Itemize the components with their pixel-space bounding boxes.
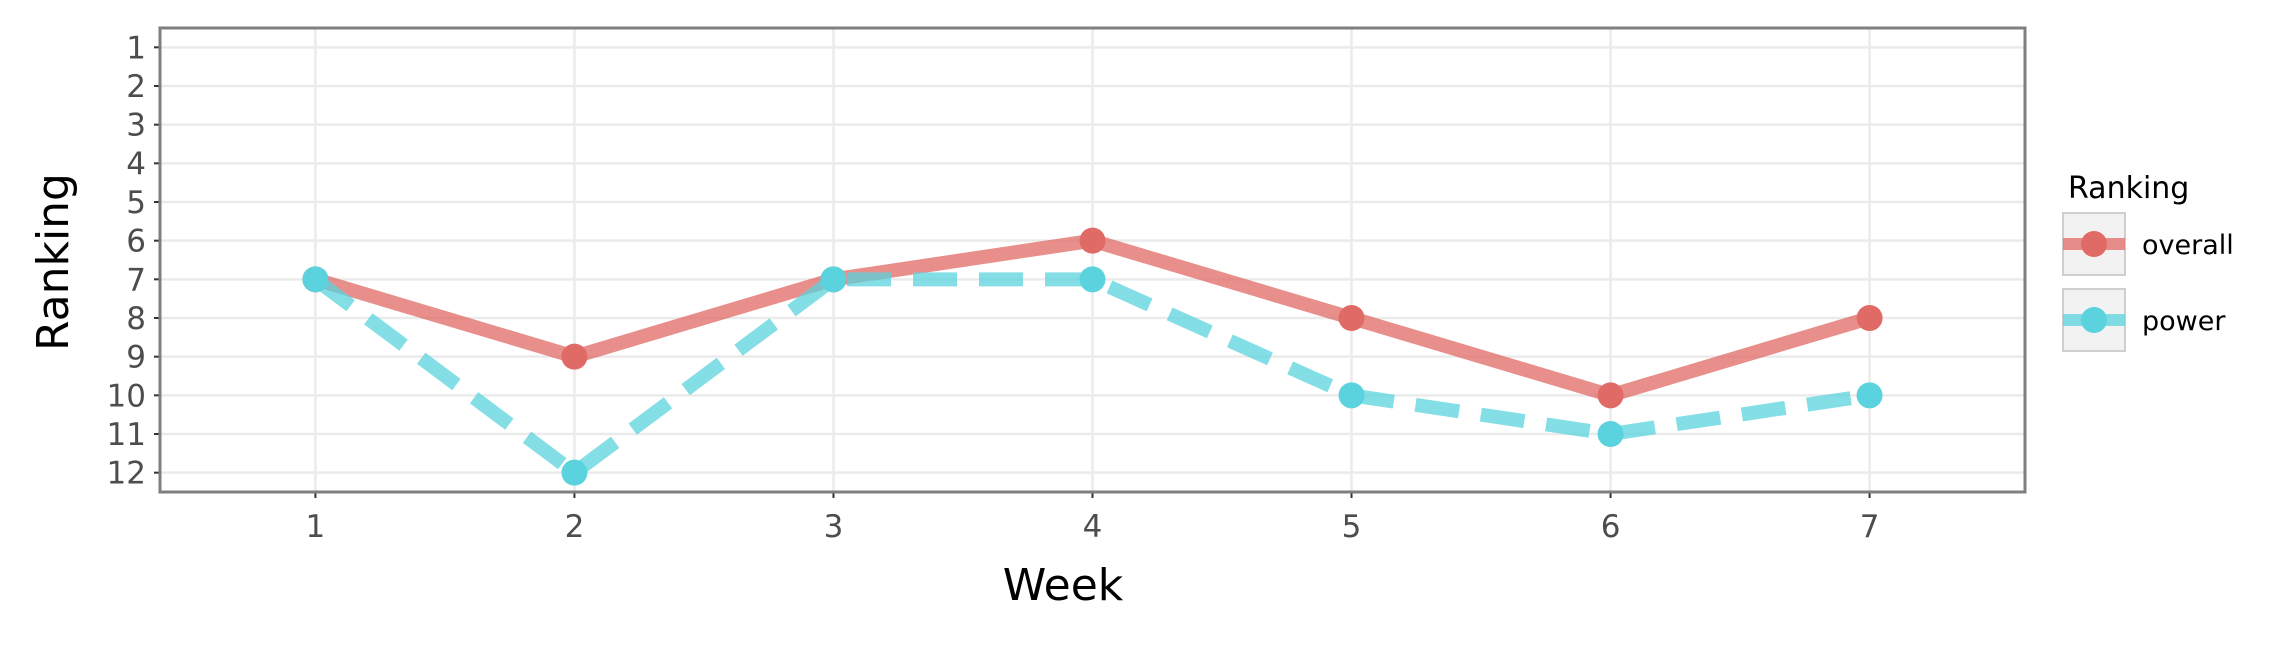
y-tick-label: 9 [126,340,146,376]
y-axis-label: Ranking [28,173,79,351]
y-tick-label: 8 [126,301,146,337]
grid [160,28,2025,492]
y-tick-label: 7 [126,262,146,298]
data-point-overall [1079,227,1106,254]
data-point-power [1338,382,1365,409]
x-tick-label: 3 [824,509,844,545]
x-tick-label: 5 [1342,509,1362,545]
y-tick-label: 5 [126,185,146,221]
data-point-power [1079,266,1106,293]
data-point-power [1597,421,1624,447]
y-tick-label: 10 [107,378,146,414]
x-tick-label: 7 [1860,509,1880,545]
legend-key-marker [2081,307,2107,333]
series-power [302,266,1883,486]
plot-border [158,26,2027,494]
x-tick-label: 6 [1601,509,1621,545]
x-tick-label: 4 [1083,509,1103,545]
legend-key-marker [2081,231,2107,257]
data-point-overall [1338,305,1365,331]
legend: Ranking overall power [2062,171,2234,352]
legend-item-overall: overall [2062,212,2234,276]
legend-item-power: power [2062,288,2226,352]
data-point-power [302,266,329,293]
x-axis-label: Week [1003,560,1124,611]
y-tick-label: 6 [126,224,146,260]
legend-label-power: power [2142,306,2226,337]
x-tick-labels: 1 2 3 4 5 6 7 [306,492,1880,545]
series [302,227,1883,486]
y-tick-label: 12 [107,456,146,492]
data-point-power [561,459,588,486]
data-point-power [820,266,847,293]
y-tick-label: 3 [126,108,146,144]
y-tick-label: 1 [126,30,146,66]
data-point-overall [561,343,588,370]
data-point-power [1856,382,1883,409]
y-tick-label: 4 [126,146,146,182]
x-tick-label: 2 [565,509,585,545]
x-tick-label: 1 [306,509,326,545]
data-point-overall [1856,305,1883,331]
legend-label-overall: overall [2142,230,2234,261]
legend-title: Ranking [2068,171,2189,206]
data-point-overall [1597,382,1624,409]
y-tick-label: 11 [107,417,146,453]
y-tick-label: 2 [126,69,146,105]
